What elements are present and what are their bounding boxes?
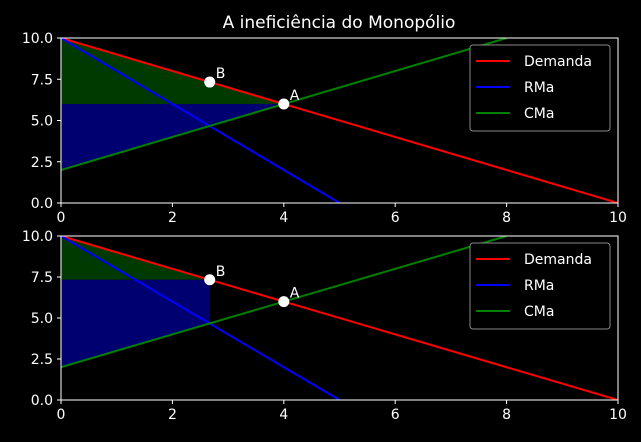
- series-line-demanda: [61, 38, 618, 203]
- point-b-label: B: [216, 66, 226, 82]
- point-a-marker: [278, 98, 290, 110]
- x-tick-label: 0: [57, 407, 66, 423]
- x-tick-label: 8: [502, 407, 511, 423]
- legend-label-rma: RMa: [524, 278, 554, 294]
- x-tick-label: 6: [391, 210, 400, 226]
- figure-title: A ineficiência do Monopólio: [223, 13, 456, 33]
- legend-label-cma: CMa: [524, 106, 554, 122]
- x-tick-label: 10: [609, 210, 627, 226]
- point-b-marker: [204, 76, 216, 88]
- x-tick-label: 0: [57, 210, 66, 226]
- legend-label-demanda: Demanda: [524, 252, 592, 268]
- y-tick-label: 0.0: [31, 393, 53, 409]
- y-tick-label: 5.0: [31, 311, 53, 327]
- legend-label-rma: RMa: [524, 80, 554, 96]
- chart-panel-bottom: 0 2 4 6 8 10 0.0 2.5 5.0 7.5 10.0 A B Demanda RMa CMa: [22, 229, 627, 423]
- y-tick-label: 7.5: [31, 270, 53, 286]
- point-a-label: A: [290, 286, 300, 302]
- y-tick-label: 5.0: [31, 114, 53, 130]
- chart-panel-top: 0 2 4 6 8 10 0.0 2.5 5.0 7.5 10.0 A B Demanda RMa CMa: [22, 31, 627, 226]
- y-tick-label: 2.5: [31, 155, 53, 171]
- plot-area: [61, 236, 618, 400]
- y-tick-label: 2.5: [31, 352, 53, 368]
- y-tick-label: 10.0: [22, 229, 53, 245]
- y-tick-label: 0.0: [31, 196, 53, 212]
- blue-shaded-region: [61, 279, 210, 368]
- x-tick-label: 2: [168, 407, 177, 423]
- point-a-label: A: [290, 88, 300, 104]
- legend-box: [469, 242, 611, 330]
- x-tick-label: 10: [609, 407, 627, 423]
- legend: Demanda RMa CMa: [469, 242, 611, 330]
- series-line-rma: [61, 236, 341, 400]
- y-tick-label: 7.5: [31, 72, 53, 88]
- legend-label-demanda: Demanda: [524, 54, 592, 70]
- legend-label-cma: CMa: [524, 304, 554, 320]
- series-line-demanda: [61, 236, 618, 400]
- legend: Demanda RMa CMa: [469, 44, 611, 132]
- x-tick-label: 6: [391, 407, 400, 423]
- x-tick-label: 4: [279, 210, 288, 226]
- y-tick-label: 10.0: [22, 31, 53, 47]
- x-tick-label: 8: [502, 210, 511, 226]
- x-tick-label: 2: [168, 210, 177, 226]
- point-b-label: B: [216, 264, 226, 280]
- point-a-marker: [278, 296, 290, 308]
- series-line-rma: [61, 38, 341, 203]
- point-b-marker: [204, 274, 216, 286]
- x-tick-label: 4: [279, 407, 288, 423]
- legend-box: [469, 44, 611, 132]
